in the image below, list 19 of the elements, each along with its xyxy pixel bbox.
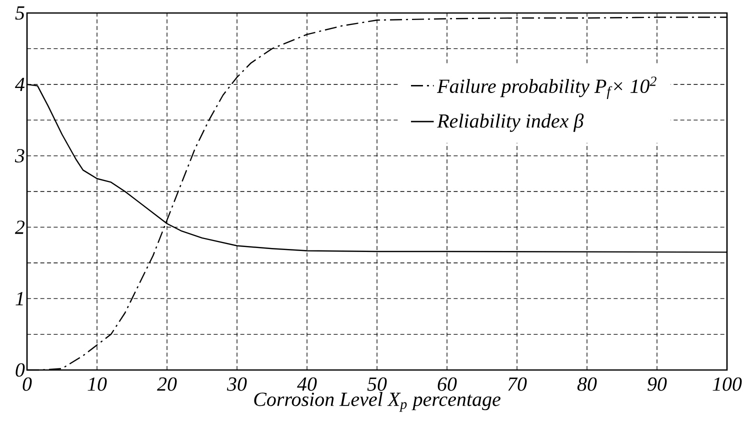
x-tick-label: 60 <box>438 377 457 391</box>
x-tick-label: 80 <box>577 377 597 391</box>
x-tick-label: 10 <box>88 377 107 391</box>
x-tick-label: 100 <box>712 377 742 391</box>
x-tick-label: 50 <box>367 377 387 391</box>
x-tick-label: 90 <box>648 377 667 391</box>
x-axis-title: Corrosion Level X$_{p}$ percentage <box>254 392 500 412</box>
y-tick-label: 0 <box>16 363 25 377</box>
y-tick-label: 3 <box>14 149 24 163</box>
y-tick-label: 2 <box>14 220 25 234</box>
x-tick-label: 40 <box>297 377 317 391</box>
x-tick-label: 20 <box>157 377 177 391</box>
y-tick-label: 4 <box>15 78 25 91</box>
legend-label: Failure probability P$_{f}$× 10$^{2}$ <box>436 76 656 100</box>
x-tick-label: 30 <box>226 377 247 391</box>
legend-label: Reliability index β <box>436 113 584 132</box>
y-tick-label: 1 <box>16 292 23 306</box>
x-tick-label: 70 <box>508 377 527 391</box>
y-tick-label: 5 <box>15 6 24 20</box>
